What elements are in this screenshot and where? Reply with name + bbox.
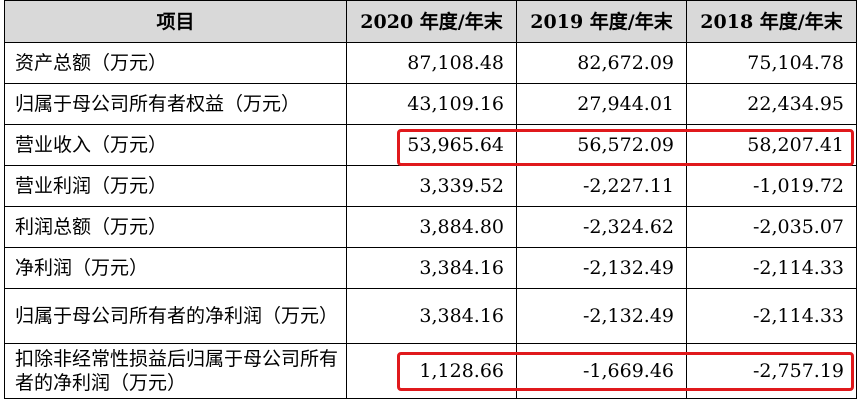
- cell-2018: -2,114.33: [686, 288, 857, 344]
- cell-2019: -2,227.11: [516, 165, 687, 207]
- row-label: 利润总额（万元）: [4, 206, 347, 248]
- table-row-adjusted-net-profit: 扣除非经常性损益后归属于母公司所有者的净利润（万元） 1,128.66 -1,6…: [4, 343, 857, 399]
- table-row-total-assets: 资产总额（万元） 87,108.48 82,672.09 75,104.78: [4, 42, 857, 84]
- cell-2018: -1,019.72: [686, 165, 857, 207]
- header-2020: 2020 年度/年末: [346, 0, 517, 43]
- cell-2018: -2,114.33: [686, 247, 857, 289]
- cell-2019: 82,672.09: [516, 42, 687, 84]
- cell-2019: 56,572.09: [516, 124, 687, 166]
- table-row-parent-net-profit: 归属于母公司所有者的净利润（万元） 3,384.16 -2,132.49 -2,…: [4, 288, 857, 344]
- cell-2020: 1,128.66: [346, 343, 517, 399]
- cell-2019: -2,132.49: [516, 288, 687, 344]
- cell-2020: 3,339.52: [346, 165, 517, 207]
- table-row-total-profit: 利润总额（万元） 3,884.80 -2,324.62 -2,035.07: [4, 206, 857, 248]
- table-row-operating-profit: 营业利润（万元） 3,339.52 -2,227.11 -1,019.72: [4, 165, 857, 207]
- header-2018: 2018 年度/年末: [686, 0, 857, 43]
- cell-2019: -1,669.46: [516, 343, 687, 399]
- cell-2018: -2,035.07: [686, 206, 857, 248]
- cell-2018: -2,757.19: [686, 343, 857, 399]
- row-label: 资产总额（万元）: [4, 42, 347, 84]
- cell-2020: 3,884.80: [346, 206, 517, 248]
- row-label: 扣除非经常性损益后归属于母公司所有者的净利润（万元）: [4, 343, 347, 399]
- row-label: 营业利润（万元）: [4, 165, 347, 207]
- row-label: 净利润（万元）: [4, 247, 347, 289]
- financial-summary-table: 项目 2020 年度/年末 2019 年度/年末 2018 年度/年末 资产总额…: [4, 0, 857, 399]
- cell-2020: 53,965.64: [346, 124, 517, 166]
- table-row-revenue: 营业收入（万元） 53,965.64 56,572.09 58,207.41: [4, 124, 857, 166]
- cell-2020: 43,109.16: [346, 83, 517, 125]
- cell-2020: 3,384.16: [346, 247, 517, 289]
- row-label: 归属于母公司所有者权益（万元）: [4, 83, 347, 125]
- cell-2019: -2,324.62: [516, 206, 687, 248]
- cell-2018: 58,207.41: [686, 124, 857, 166]
- row-label: 归属于母公司所有者的净利润（万元）: [4, 288, 347, 344]
- financial-table-container: 项目 2020 年度/年末 2019 年度/年末 2018 年度/年末 资产总额…: [4, 0, 857, 399]
- row-label: 营业收入（万元）: [4, 124, 347, 166]
- cell-2019: 27,944.01: [516, 83, 687, 125]
- table-header-row: 项目 2020 年度/年末 2019 年度/年末 2018 年度/年末: [4, 0, 857, 43]
- cell-2020: 3,384.16: [346, 288, 517, 344]
- cell-2018: 22,434.95: [686, 83, 857, 125]
- header-2019: 2019 年度/年末: [516, 0, 687, 43]
- cell-2020: 87,108.48: [346, 42, 517, 84]
- table-row-parent-equity: 归属于母公司所有者权益（万元） 43,109.16 27,944.01 22,4…: [4, 83, 857, 125]
- cell-2019: -2,132.49: [516, 247, 687, 289]
- cell-2018: 75,104.78: [686, 42, 857, 84]
- table-row-net-profit: 净利润（万元） 3,384.16 -2,132.49 -2,114.33: [4, 247, 857, 289]
- header-item: 项目: [4, 0, 347, 43]
